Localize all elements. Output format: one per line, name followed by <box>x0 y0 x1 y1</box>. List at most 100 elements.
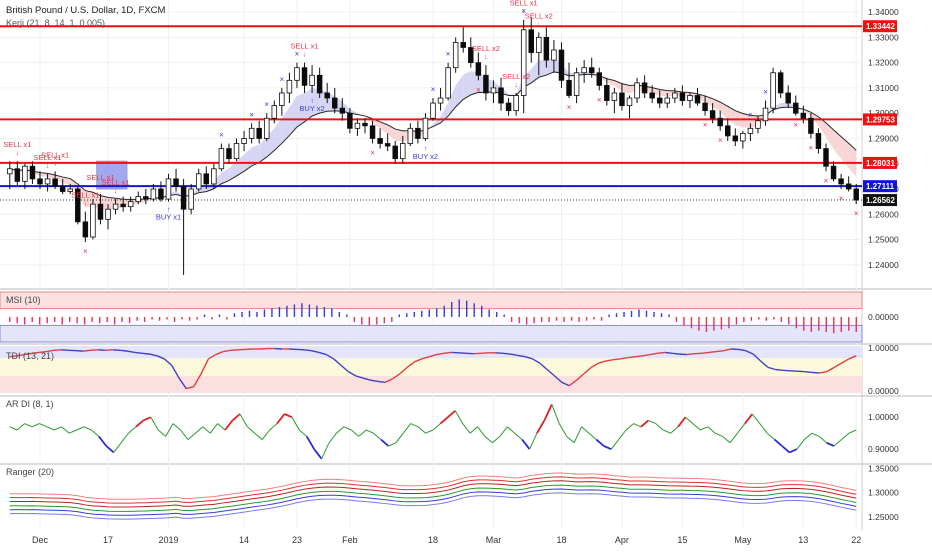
candle-bear[interactable] <box>181 186 186 209</box>
candle-bear[interactable] <box>143 197 148 200</box>
candle-bear[interactable] <box>559 50 564 80</box>
candle-bear[interactable] <box>15 169 20 182</box>
candle-bear[interactable] <box>544 37 549 60</box>
candle-bull[interactable] <box>408 128 413 143</box>
candle-bear[interactable] <box>363 123 368 126</box>
candle-bear[interactable] <box>657 98 662 103</box>
candle-bear[interactable] <box>604 85 609 100</box>
candle-bull[interactable] <box>128 202 133 207</box>
candle-bear[interactable] <box>325 93 330 98</box>
candle-bull[interactable] <box>665 98 670 103</box>
candle-bull[interactable] <box>438 98 443 103</box>
candle-bear[interactable] <box>710 111 715 119</box>
candle-bear[interactable] <box>718 118 723 126</box>
candle-bull[interactable] <box>756 121 761 129</box>
candle-bear[interactable] <box>801 113 806 118</box>
candle-bear[interactable] <box>204 174 209 184</box>
candle-bear[interactable] <box>385 144 390 147</box>
candle-bear[interactable] <box>159 189 164 199</box>
candle-bear[interactable] <box>83 222 88 237</box>
candle-bear[interactable] <box>227 149 232 159</box>
candle-bear[interactable] <box>846 184 851 189</box>
candle-bear[interactable] <box>680 93 685 101</box>
candle-bear[interactable] <box>506 103 511 111</box>
candle-bull[interactable] <box>491 88 496 93</box>
candle-bull[interactable] <box>635 83 640 98</box>
candle-bear[interactable] <box>38 179 43 184</box>
candle-bear[interactable] <box>332 98 337 108</box>
candle-bull[interactable] <box>295 68 300 81</box>
candle-bear[interactable] <box>302 68 307 86</box>
candle-bull[interactable] <box>400 144 405 159</box>
candle-bear[interactable] <box>703 103 708 111</box>
candle-bull[interactable] <box>514 95 519 110</box>
candle-bull[interactable] <box>7 169 12 174</box>
candle-bear[interactable] <box>695 95 700 103</box>
candle-bull[interactable] <box>272 106 277 119</box>
candle-bear[interactable] <box>393 146 398 159</box>
candle-bear[interactable] <box>257 128 262 138</box>
candle-bull[interactable] <box>446 68 451 98</box>
candle-bear[interactable] <box>589 68 594 73</box>
candle-bear[interactable] <box>733 136 738 141</box>
candle-bull[interactable] <box>136 197 141 202</box>
candle-bear[interactable] <box>317 75 322 93</box>
candle-bear[interactable] <box>778 73 783 93</box>
candle-bull[interactable] <box>196 174 201 189</box>
candle-bear[interactable] <box>476 63 481 76</box>
candle-bull[interactable] <box>106 209 111 219</box>
candle-bull[interactable] <box>287 80 292 93</box>
candle-bull[interactable] <box>355 123 360 128</box>
candle-bear[interactable] <box>378 138 383 143</box>
candle-bull[interactable] <box>234 144 239 159</box>
candle-bear[interactable] <box>816 133 821 148</box>
candle-bull[interactable] <box>763 108 768 121</box>
candle-bear[interactable] <box>340 108 345 113</box>
candle-bear[interactable] <box>416 128 421 138</box>
candle-bull[interactable] <box>582 68 587 73</box>
candle-bull[interactable] <box>280 93 285 106</box>
candle-bear[interactable] <box>786 93 791 103</box>
candle-bull[interactable] <box>612 93 617 101</box>
candle-bull[interactable] <box>23 166 28 181</box>
candle-bull[interactable] <box>688 95 693 100</box>
candle-bull[interactable] <box>219 149 224 169</box>
candle-bear[interactable] <box>854 189 859 200</box>
candle-bull[interactable] <box>741 133 746 141</box>
candle-bear[interactable] <box>620 93 625 106</box>
candle-bear[interactable] <box>121 204 126 207</box>
candle-bear[interactable] <box>809 118 814 133</box>
candle-bear[interactable] <box>499 88 504 103</box>
candle-bear[interactable] <box>529 30 534 53</box>
candle-bear[interactable] <box>597 73 602 86</box>
candle-bull[interactable] <box>431 103 436 118</box>
candle-bear[interactable] <box>567 80 572 95</box>
candle-bull[interactable] <box>189 189 194 209</box>
candle-bull[interactable] <box>521 30 526 96</box>
candle-bull[interactable] <box>166 179 171 199</box>
candle-bear[interactable] <box>484 75 489 93</box>
candle-bear[interactable] <box>53 179 58 187</box>
candle-bull[interactable] <box>45 179 50 184</box>
candle-bull[interactable] <box>242 138 247 143</box>
candle-bear[interactable] <box>370 126 375 139</box>
candle-bull[interactable] <box>264 118 269 138</box>
candle-bear[interactable] <box>642 83 647 93</box>
candle-bear[interactable] <box>839 179 844 184</box>
candle-bear[interactable] <box>174 179 179 187</box>
candle-bull[interactable] <box>151 189 156 199</box>
candle-bull[interactable] <box>453 42 458 67</box>
candle-bull[interactable] <box>672 93 677 98</box>
candle-bull[interactable] <box>552 50 557 60</box>
candle-bull[interactable] <box>211 169 216 184</box>
tdi-pane[interactable] <box>0 346 862 393</box>
candle-bear[interactable] <box>348 113 353 128</box>
candle-bull[interactable] <box>771 73 776 108</box>
candle-bull[interactable] <box>627 98 632 106</box>
candle-bull[interactable] <box>536 37 541 52</box>
candle-bull[interactable] <box>113 204 118 209</box>
candle-bull[interactable] <box>249 128 254 138</box>
candle-bull[interactable] <box>574 73 579 96</box>
